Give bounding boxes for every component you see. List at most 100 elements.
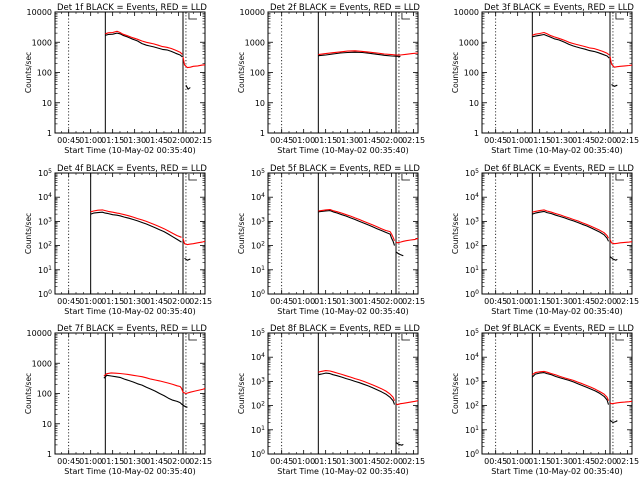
x-tick-label: 01:45	[145, 297, 168, 306]
y-tick-label: 104	[38, 192, 52, 202]
panel-9: Det 9f BLACK = Events, RED = LLD 100 101 10…	[451, 324, 639, 476]
series-lld-line	[609, 239, 633, 245]
series-lld-line	[395, 237, 419, 244]
x-tick-label: 02:15	[189, 457, 212, 466]
x-tick-label: 01:30	[550, 136, 573, 145]
plot-frame	[267, 332, 419, 455]
series-lld-line	[609, 56, 633, 68]
series-lld-line	[532, 209, 609, 239]
y-tick-label: 102	[251, 241, 265, 251]
x-tick-label: 01:00	[79, 297, 102, 306]
x-tick-label: 02:15	[616, 457, 639, 466]
x-axis-label: Start Time (10-May-02 00:35:40)	[491, 307, 622, 316]
x-tick-label: 01:15	[528, 297, 551, 306]
series-events-line	[90, 211, 182, 243]
series-lld-line	[532, 31, 610, 56]
y-tick-label: 10	[255, 99, 265, 108]
x-tick-label: 00:45	[484, 297, 507, 306]
corner-marker	[188, 13, 197, 20]
panel-3: Det 3f BLACK = Events, RED = LLD 1 10 100 10…	[451, 3, 639, 155]
x-tick-label: 00:45	[270, 457, 293, 466]
y-tick-label: 105	[465, 168, 479, 178]
y-tick-label: 104	[251, 192, 265, 202]
corner-marker	[615, 13, 624, 20]
y-tick-label: 100	[464, 69, 479, 78]
y-tick-label: 101	[465, 265, 479, 275]
series-lld-line	[103, 372, 206, 395]
series-lld-line	[318, 208, 396, 241]
series-events-line	[318, 210, 396, 246]
panel-title: Det 6f BLACK = Events, RED = LLD	[484, 164, 634, 174]
corner-marker	[401, 13, 410, 20]
y-axis-label: Counts/sec	[24, 52, 33, 93]
panel-title: Det 9f BLACK = Events, RED = LLD	[484, 324, 634, 334]
y-tick-label: 1	[47, 129, 52, 138]
series-events-line	[185, 84, 191, 90]
x-tick-label: 01:45	[572, 136, 595, 145]
series-events-line	[532, 210, 609, 242]
y-tick-label: 104	[465, 352, 479, 362]
y-axis-label: Counts/sec	[237, 213, 246, 254]
y-tick-label: 10000	[27, 329, 52, 338]
y-axis-label: Counts/sec	[24, 213, 33, 254]
y-tick-label: 100	[251, 289, 265, 299]
panel-4: Det 4f BLACK = Events, RED = LLD 100 101 10…	[24, 164, 212, 316]
x-tick-label: 02:00	[380, 136, 403, 145]
x-tick-label: 01:15	[314, 297, 337, 306]
panel-5: Det 5f BLACK = Events, RED = LLD 100 101 10…	[237, 164, 425, 316]
y-tick-label: 100	[465, 289, 479, 299]
x-tick-label: 02:00	[380, 457, 403, 466]
y-tick-label: 100	[37, 390, 52, 399]
y-tick-label: 101	[465, 425, 479, 435]
plot-frame	[481, 332, 633, 455]
x-tick-label: 01:30	[550, 297, 573, 306]
x-axis-label: Start Time (10-May-02 00:35:40)	[277, 146, 408, 155]
y-tick-label: 1000	[32, 38, 52, 47]
series-lld-line	[531, 370, 610, 401]
plot-frame	[54, 11, 206, 134]
series-events-line	[609, 256, 618, 261]
x-tick-label: 01:00	[506, 297, 529, 306]
panel-6: Det 6f BLACK = Events, RED = LLD 100 101 10…	[451, 164, 639, 316]
plot-frame	[267, 172, 419, 295]
panel-8: Det 8f BLACK = Events, RED = LLD 100 101 10…	[237, 324, 425, 476]
y-tick-label: 100	[38, 289, 52, 299]
x-tick-label: 02:15	[402, 297, 425, 306]
x-tick-label: 02:15	[616, 297, 639, 306]
y-tick-label: 1	[260, 129, 265, 138]
y-tick-label: 103	[38, 216, 52, 226]
x-tick-label: 00:45	[57, 136, 80, 145]
panel-title: Det 3f BLACK = Events, RED = LLD	[484, 3, 634, 13]
series-lld-line	[318, 50, 419, 56]
x-tick-label: 01:30	[336, 457, 359, 466]
series-lld-line	[182, 238, 206, 246]
y-tick-label: 10000	[454, 8, 479, 17]
x-axis-label: Start Time (10-May-02 00:35:40)	[64, 467, 195, 476]
y-tick-label: 100	[251, 449, 265, 459]
y-axis-label: Counts/sec	[237, 52, 246, 93]
x-tick-label: 01:15	[314, 136, 337, 145]
x-axis-label: Start Time (10-May-02 00:35:40)	[64, 307, 195, 316]
series-events-line	[184, 257, 191, 261]
x-tick-label: 02:15	[402, 457, 425, 466]
x-tick-label: 01:45	[145, 136, 168, 145]
y-axis-label: Counts/sec	[24, 373, 33, 414]
x-tick-label: 02:00	[167, 136, 190, 145]
x-tick-label: 01:30	[336, 136, 359, 145]
corner-marker	[615, 334, 624, 341]
series-events-line	[395, 442, 404, 446]
x-tick-label: 01:00	[292, 457, 315, 466]
x-tick-label: 01:15	[101, 297, 124, 306]
x-tick-label: 00:45	[57, 297, 80, 306]
x-tick-label: 02:00	[594, 136, 617, 145]
x-tick-label: 01:30	[123, 136, 146, 145]
corner-marker	[401, 334, 410, 341]
y-tick-label: 104	[251, 352, 265, 362]
x-axis-label: Start Time (10-May-02 00:35:40)	[277, 467, 408, 476]
y-tick-label: 1	[474, 129, 479, 138]
y-tick-label: 102	[251, 401, 265, 411]
series-lld-line	[90, 209, 182, 238]
corner-marker	[615, 174, 624, 181]
y-axis-label: Counts/sec	[237, 373, 246, 414]
panel-title: Det 7f BLACK = Events, RED = LLD	[57, 324, 207, 334]
